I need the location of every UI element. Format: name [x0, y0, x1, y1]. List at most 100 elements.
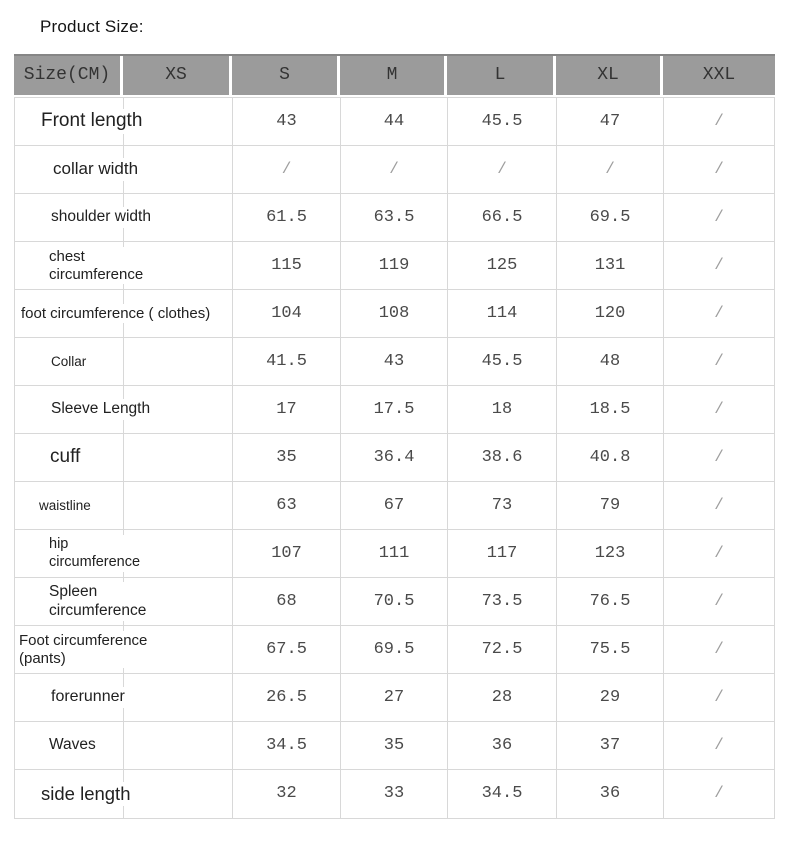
cell-l: 34.5 — [447, 770, 556, 818]
cell-xl: 48 — [556, 338, 663, 385]
cell-s: 68 — [232, 578, 340, 625]
header-cell-xl: XL — [556, 56, 663, 95]
cell-xl: 123 — [556, 530, 663, 577]
cell-l: 125 — [447, 242, 556, 289]
table-row-shoulder-width: shoulder width 61.5 63.5 66.5 69.5 / — [15, 194, 774, 242]
cell-s: 67.5 — [232, 626, 340, 673]
table-row-sleeve-length: Sleeve Length 17 17.5 18 18.5 / — [15, 386, 774, 434]
header-cell-s: S — [232, 56, 340, 95]
cell-xl: / — [556, 146, 663, 193]
cell-s: / — [232, 146, 340, 193]
header-cell-xxl: XXL — [663, 56, 775, 95]
cell-l: 117 — [447, 530, 556, 577]
cell-xxl: / — [663, 626, 774, 673]
cell-xxl: / — [663, 770, 774, 818]
cell-xl: 18.5 — [556, 386, 663, 433]
cell-l: 18 — [447, 386, 556, 433]
row-label-cell: Foot circumference (pants) — [15, 626, 232, 673]
cell-xl: 69.5 — [556, 194, 663, 241]
cell-xxl: / — [663, 338, 774, 385]
table-row-waistline: waistline 63 67 73 79 / — [15, 482, 774, 530]
cell-xxl: / — [663, 722, 774, 769]
table-row-hip-circumference: hip circumference 107 111 117 123 / — [15, 530, 774, 578]
cell-xl: 76.5 — [556, 578, 663, 625]
cell-s: 41.5 — [232, 338, 340, 385]
cell-xxl: / — [663, 578, 774, 625]
cell-xxl: / — [663, 242, 774, 289]
row-label: Foot circumference (pants) — [17, 630, 189, 669]
cell-m: 119 — [340, 242, 447, 289]
cell-s: 43 — [232, 98, 340, 145]
row-label: Spleen circumference — [47, 582, 175, 621]
table-row-collar: Collar 41.5 43 45.5 48 / — [15, 338, 774, 386]
cell-l: 66.5 — [447, 194, 556, 241]
cell-s: 26.5 — [232, 674, 340, 721]
row-label: Waves — [47, 735, 98, 756]
cell-l: 45.5 — [447, 98, 556, 145]
table-row-foot-circumference-clothes: foot circumference ( clothes) 104 108 11… — [15, 290, 774, 338]
row-label: Collar — [49, 352, 89, 371]
cell-xl: 120 — [556, 290, 663, 337]
row-label: waistline — [37, 496, 93, 515]
table-header-row: Size(CM) XS S M L XL XXL — [14, 54, 775, 95]
row-label-cell: Spleen circumference — [15, 578, 232, 625]
row-label-cell: shoulder width — [15, 194, 232, 241]
cell-m: 70.5 — [340, 578, 447, 625]
cell-s: 35 — [232, 434, 340, 481]
row-label: hip circumference — [47, 535, 162, 572]
row-label: forerunner — [49, 687, 127, 708]
cell-m: 33 — [340, 770, 447, 818]
table-row-chest-circumference: chest circumference 115 119 125 131 / — [15, 242, 774, 290]
cell-l: 45.5 — [447, 338, 556, 385]
cell-xl: 37 — [556, 722, 663, 769]
table-row-front-length: Front length 43 44 45.5 47 / — [15, 98, 774, 146]
row-label: collar width — [51, 158, 141, 181]
cell-m: 44 — [340, 98, 447, 145]
cell-l: 36 — [447, 722, 556, 769]
cell-xl: 29 — [556, 674, 663, 721]
table-row-spleen-circumference: Spleen circumference 68 70.5 73.5 76.5 / — [15, 578, 774, 626]
row-label: Front length — [39, 109, 145, 134]
cell-xxl: / — [663, 530, 774, 577]
product-size-table: Size(CM) XS S M L XL XXL Front length 43… — [14, 54, 775, 819]
row-label: side length — [39, 782, 133, 806]
cell-s: 104 — [232, 290, 340, 337]
cell-m: 27 — [340, 674, 447, 721]
cell-l: 73.5 — [447, 578, 556, 625]
row-label-cell: forerunner — [15, 674, 232, 721]
table-row-forerunner: forerunner 26.5 27 28 29 / — [15, 674, 774, 722]
cell-s: 34.5 — [232, 722, 340, 769]
cell-m: 36.4 — [340, 434, 447, 481]
header-cell-l: L — [447, 56, 556, 95]
row-label: cuff — [48, 445, 83, 470]
cell-xxl: / — [663, 290, 774, 337]
page-title: Product Size: — [40, 17, 144, 36]
cell-xl: 131 — [556, 242, 663, 289]
cell-l: 114 — [447, 290, 556, 337]
cell-s: 17 — [232, 386, 340, 433]
cell-m: 69.5 — [340, 626, 447, 673]
cell-s: 115 — [232, 242, 340, 289]
cell-xxl: / — [663, 434, 774, 481]
header-cell-xs: XS — [123, 56, 232, 95]
cell-xxl: / — [663, 386, 774, 433]
cell-xxl: / — [663, 146, 774, 193]
cell-xxl: / — [663, 674, 774, 721]
table-row-cuff: cuff 35 36.4 38.6 40.8 / — [15, 434, 774, 482]
cell-m: 108 — [340, 290, 447, 337]
table-row-collar-width: collar width / / / / / — [15, 146, 774, 194]
cell-m: 35 — [340, 722, 447, 769]
cell-m: 111 — [340, 530, 447, 577]
cell-m: 17.5 — [340, 386, 447, 433]
cell-xxl: / — [663, 98, 774, 145]
row-label-cell: Waves — [15, 722, 232, 769]
row-label-cell: Front length — [15, 98, 232, 145]
row-label-cell: Collar — [15, 338, 232, 385]
cell-l: 72.5 — [447, 626, 556, 673]
cell-xl: 75.5 — [556, 626, 663, 673]
row-label: shoulder width — [49, 207, 153, 228]
header-cell-m: M — [340, 56, 447, 95]
cell-m: 67 — [340, 482, 447, 529]
cell-l: / — [447, 146, 556, 193]
cell-s: 63 — [232, 482, 340, 529]
